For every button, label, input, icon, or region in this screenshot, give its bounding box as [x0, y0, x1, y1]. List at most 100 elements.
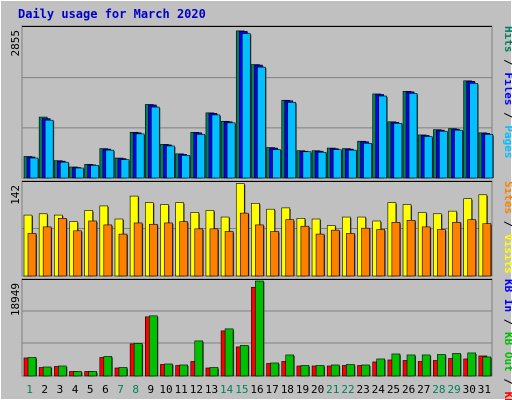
- day-label-28: 28: [432, 383, 445, 396]
- day-label-25: 25: [387, 383, 400, 396]
- bar-kb-in-day-17: [270, 362, 279, 377]
- day-label-16: 16: [250, 383, 263, 396]
- kbytes-legend: KB In / KB Out / KB F: [502, 279, 512, 400]
- legend-entry: Files: [502, 72, 512, 105]
- day-label-23: 23: [357, 383, 370, 396]
- bar-sites-day-31: [482, 223, 492, 277]
- bar-sites-day-21: [330, 229, 340, 277]
- bar-kb-in-day-23: [361, 364, 370, 377]
- bar-pages-day-3: [60, 161, 69, 179]
- bar-sites-day-20: [315, 233, 325, 277]
- bar-pages-day-26: [408, 93, 418, 179]
- day-label-7: 7: [117, 383, 124, 396]
- hits-files-pages-legend: Hits / Files / Pages: [502, 26, 512, 159]
- day-label-15: 15: [235, 383, 248, 396]
- day-label-26: 26: [402, 383, 415, 396]
- day-label-30: 30: [463, 383, 476, 396]
- bar-kb-in-day-15: [239, 345, 249, 377]
- bar-pages-day-21: [332, 149, 342, 179]
- day-label-6: 6: [102, 383, 109, 396]
- bar-sites-day-30: [467, 219, 476, 277]
- bar-sites-day-18: [285, 219, 295, 277]
- bar-sites-day-5: [88, 220, 97, 277]
- visits-sites-legend: Sites / Visits: [502, 181, 512, 274]
- legend-separator: /: [502, 372, 512, 392]
- bar-pages-day-4: [75, 167, 84, 179]
- legend-separator: /: [502, 214, 512, 234]
- legend-entry: Visits: [502, 234, 512, 274]
- bar-sites-day-22: [346, 233, 355, 277]
- bar-kb-in-day-29: [452, 353, 461, 377]
- bar-sites-day-17: [270, 231, 279, 277]
- bar-sites-day-6: [103, 224, 113, 277]
- day-label-2: 2: [41, 383, 48, 396]
- bar-pages-day-29: [454, 129, 463, 179]
- bar-pages-day-19: [302, 151, 312, 179]
- bar-sites-day-28: [437, 229, 446, 277]
- day-label-5: 5: [87, 383, 94, 396]
- bar-kb-in-day-5: [88, 371, 97, 377]
- bar-sites-day-11: [179, 221, 188, 277]
- visits-sites-panel: 142 Sites / Visits: [9, 180, 512, 277]
- bar-sites-day-1: [27, 233, 37, 277]
- bar-kb-in-day-27: [421, 354, 431, 377]
- kbytes-panel: 18949 KB In / KB Out / KB F: [9, 278, 512, 400]
- day-label-12: 12: [190, 383, 203, 396]
- bar-pages-day-27: [423, 136, 433, 179]
- day-label-13: 13: [205, 383, 218, 396]
- day-label-8: 8: [132, 383, 139, 396]
- bar-kb-in-day-13: [209, 367, 219, 377]
- bar-kb-in-day-25: [391, 353, 401, 377]
- bar-sites-day-10: [164, 222, 173, 277]
- bar-sites-day-8: [133, 222, 143, 277]
- bar-pages-day-16: [257, 66, 266, 179]
- day-label-31: 31: [478, 383, 491, 396]
- bar-kb-in-day-4: [73, 371, 82, 377]
- day-label-20: 20: [311, 383, 324, 396]
- day-label-1: 1: [26, 383, 33, 396]
- bar-sites-day-19: [300, 225, 310, 277]
- bar-kb-in-day-3: [58, 365, 67, 377]
- legend-separator: /: [502, 106, 512, 126]
- bar-sites-day-3: [58, 218, 67, 277]
- bar-pages-day-12: [196, 134, 206, 179]
- bar-sites-day-14: [224, 231, 234, 277]
- day-labels: 1 2 3 4 5 6 7 8 9 10 11 12 13 14 15 16 17 18 19 20 21 22 23 24 2…: [26, 383, 491, 396]
- bar-pages-day-2: [44, 119, 54, 179]
- legend-separator: /: [502, 312, 512, 332]
- day-label-21: 21: [326, 383, 339, 396]
- bar-pages-day-17: [272, 149, 281, 179]
- bar-sites-day-16: [255, 224, 264, 277]
- bar-pages-day-6: [105, 149, 115, 179]
- bar-pages-day-20: [317, 151, 327, 179]
- bar-pages-day-25: [393, 123, 403, 179]
- bar-sites-day-26: [406, 220, 416, 277]
- legend-entry: KB F: [502, 392, 512, 400]
- bar-pages-day-8: [135, 133, 145, 179]
- bar-pages-day-10: [166, 145, 175, 179]
- bar-pages-day-1: [29, 157, 39, 179]
- bar-pages-day-5: [90, 165, 99, 179]
- bar-sites-day-24: [376, 229, 386, 277]
- bar-kb-in-day-21: [330, 364, 340, 377]
- visits-sites-ymax-label: 142: [9, 185, 22, 205]
- bar-sites-day-25: [391, 221, 401, 277]
- day-label-18: 18: [281, 383, 294, 396]
- bar-kb-in-day-2: [42, 366, 52, 377]
- bar-kb-in-day-20: [315, 365, 325, 377]
- legend-separator: /: [502, 53, 512, 73]
- day-label-11: 11: [175, 383, 188, 396]
- bar-kb-in-day-22: [346, 364, 355, 377]
- bar-pages-day-9: [150, 106, 160, 179]
- bar-kb-in-day-10: [164, 363, 173, 377]
- bar-kb-in-day-26: [406, 354, 416, 377]
- bar-kb-in-day-14: [224, 328, 234, 377]
- bar-kb-in-day-18: [285, 354, 295, 377]
- bar-pages-day-23: [363, 143, 372, 179]
- bar-sites-day-4: [73, 230, 82, 277]
- bar-pages-day-18: [287, 102, 297, 179]
- day-label-10: 10: [159, 383, 172, 396]
- bar-kb-in-day-16: [255, 280, 264, 377]
- bar-pages-day-14: [226, 122, 236, 179]
